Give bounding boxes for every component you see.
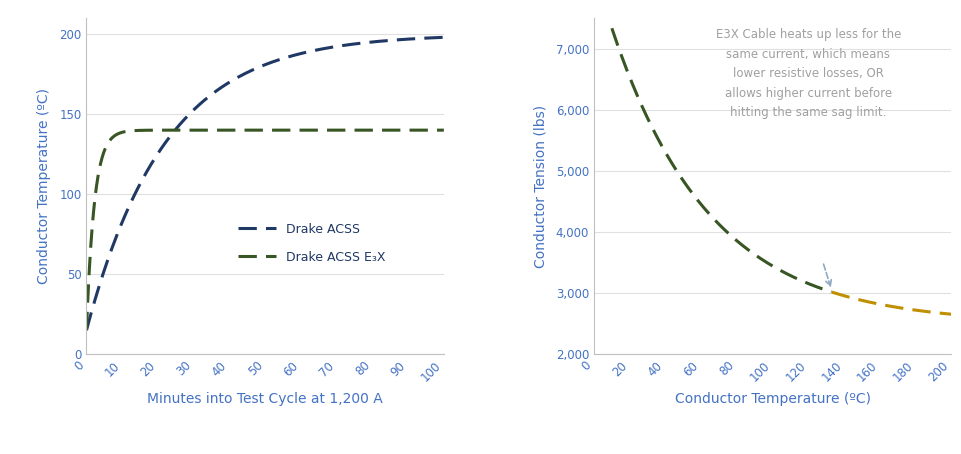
Y-axis label: Conductor Temperature (ºC): Conductor Temperature (ºC) <box>37 88 51 284</box>
Legend: Drake ACSS, Drake ACSS E₃X: Drake ACSS, Drake ACSS E₃X <box>234 218 390 269</box>
X-axis label: Minutes into Test Cycle at 1,200 A: Minutes into Test Cycle at 1,200 A <box>147 392 383 406</box>
X-axis label: Conductor Temperature (ºC): Conductor Temperature (ºC) <box>675 392 871 406</box>
Text: E3X Cable heats up less for the
same current, which means
lower resistive losses: E3X Cable heats up less for the same cur… <box>716 28 901 119</box>
Y-axis label: Conductor Tension (lbs): Conductor Tension (lbs) <box>533 104 548 268</box>
